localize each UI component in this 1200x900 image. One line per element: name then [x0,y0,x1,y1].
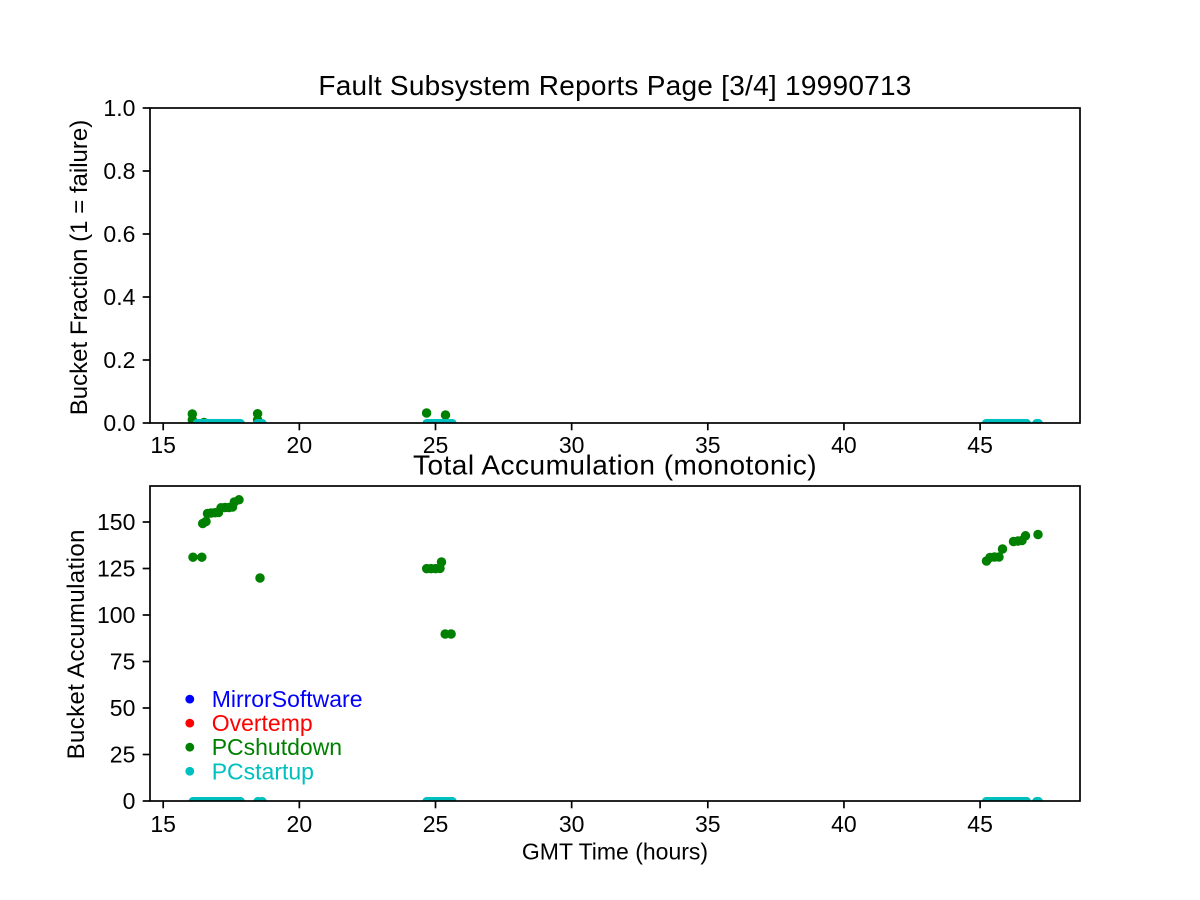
svg-text:30: 30 [559,811,585,837]
svg-text:PCstartup: PCstartup [212,758,314,784]
svg-text:0.2: 0.2 [103,347,135,373]
svg-text:0.8: 0.8 [103,158,135,184]
svg-text:Total Accumulation (monotonic): Total Accumulation (monotonic) [413,450,817,481]
svg-text:45: 45 [967,811,993,837]
svg-text:75: 75 [110,648,136,674]
svg-text:Bucket Accumulation: Bucket Accumulation [63,529,90,759]
svg-text:45: 45 [967,432,993,458]
svg-text:40: 40 [831,811,857,837]
svg-text:30: 30 [559,432,585,458]
svg-text:MirrorSoftware: MirrorSoftware [212,686,363,712]
svg-text:100: 100 [97,602,135,628]
svg-text:0.6: 0.6 [103,221,135,247]
svg-text:35: 35 [695,432,721,458]
svg-text:GMT Time (hours): GMT Time (hours) [522,839,708,865]
svg-text:PCshutdown: PCshutdown [212,734,342,760]
svg-text:0: 0 [123,788,136,814]
svg-text:0.0: 0.0 [103,410,135,436]
svg-text:Overtemp: Overtemp [212,710,313,736]
svg-text:1.0: 1.0 [103,95,135,121]
svg-text:25: 25 [423,432,449,458]
svg-text:15: 15 [150,811,176,837]
svg-text:25: 25 [423,811,449,837]
svg-text:Fault Subsystem Reports Page [: Fault Subsystem Reports Page [3/4] 19990… [318,70,911,101]
svg-text:Bucket Fraction (1 = failure): Bucket Fraction (1 = failure) [66,120,93,415]
svg-text:20: 20 [287,811,313,837]
svg-text:150: 150 [97,509,135,535]
svg-text:15: 15 [150,432,176,458]
svg-text:35: 35 [695,811,721,837]
svg-text:20: 20 [287,432,313,458]
svg-text:40: 40 [831,432,857,458]
svg-text:0.4: 0.4 [103,284,135,310]
svg-text:125: 125 [97,555,135,581]
svg-text:50: 50 [110,695,136,721]
svg-text:25: 25 [110,741,136,767]
